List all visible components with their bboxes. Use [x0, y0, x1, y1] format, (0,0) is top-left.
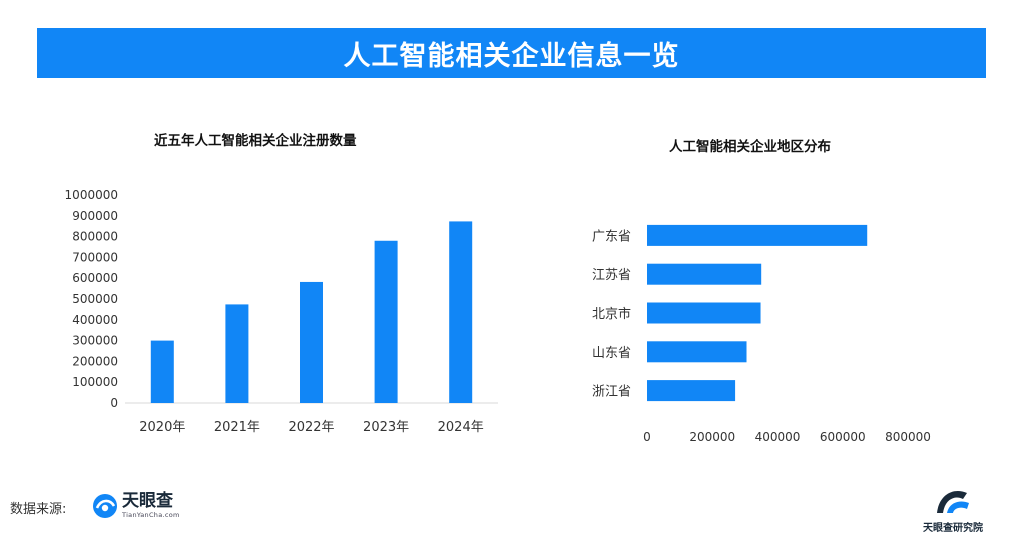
- institute-logo: 天眼查研究院: [918, 483, 988, 534]
- bar: [150, 340, 174, 403]
- y-tick-label: 江苏省: [592, 267, 631, 283]
- x-tick-label: 2021年: [214, 420, 260, 435]
- x-tick-label: 800000: [885, 430, 931, 444]
- bar: [647, 263, 762, 285]
- y-tick-label: 北京市: [592, 306, 631, 322]
- y-tick-label: 500000: [72, 292, 118, 306]
- bar: [374, 240, 398, 403]
- institute-name: 天眼查研究院: [923, 523, 983, 534]
- y-tick-label: 山东省: [592, 346, 631, 361]
- bar: [225, 304, 249, 403]
- x-tick-label: 2024年: [438, 420, 484, 435]
- y-tick-label: 800000: [72, 230, 118, 244]
- x-tick-label: 2020年: [139, 420, 185, 435]
- y-tick-label: 600000: [72, 271, 118, 285]
- page-title: 人工智能相关企业信息一览: [343, 40, 680, 72]
- y-tick-label: 广东省: [592, 229, 631, 244]
- y-tick-label: 700000: [72, 250, 118, 264]
- x-tick-label: 2023年: [363, 420, 409, 435]
- right-chart-title: 人工智能相关企业地区分布: [669, 139, 831, 155]
- title-banner: 人工智能相关企业信息一览: [37, 28, 986, 78]
- x-tick-label: 0: [643, 430, 651, 444]
- x-tick-label: 600000: [820, 430, 866, 444]
- tianyancha-logo-icon: [93, 494, 117, 518]
- bar: [647, 302, 761, 324]
- bar: [449, 221, 473, 403]
- tianyancha-domain: TianYanCha.com: [122, 511, 180, 520]
- y-tick-label: 200000: [72, 354, 118, 368]
- bar: [647, 380, 736, 402]
- y-tick-label: 浙江省: [592, 385, 631, 400]
- y-tick-label: 1000000: [65, 188, 118, 202]
- bar: [300, 281, 323, 403]
- tianyancha-logo: 天眼查 TianYanCha.com: [92, 490, 180, 522]
- y-tick-label: 900000: [72, 209, 118, 223]
- left-chart-title: 近五年人工智能相关企业注册数量: [154, 133, 357, 149]
- bar: [647, 224, 868, 246]
- institute-logo-icon: [937, 491, 969, 513]
- x-tick-label: 200000: [689, 430, 735, 444]
- y-tick-label: 300000: [72, 334, 118, 348]
- y-tick-label: 400000: [72, 313, 118, 327]
- y-tick-label: 100000: [72, 375, 118, 389]
- y-tick-label: 0: [110, 396, 118, 410]
- tianyancha-name: 天眼查: [122, 491, 173, 512]
- x-tick-label: 2022年: [288, 420, 334, 435]
- data-source-label: 数据来源:: [10, 502, 67, 517]
- bar: [647, 341, 747, 363]
- x-tick-label: 400000: [755, 430, 801, 444]
